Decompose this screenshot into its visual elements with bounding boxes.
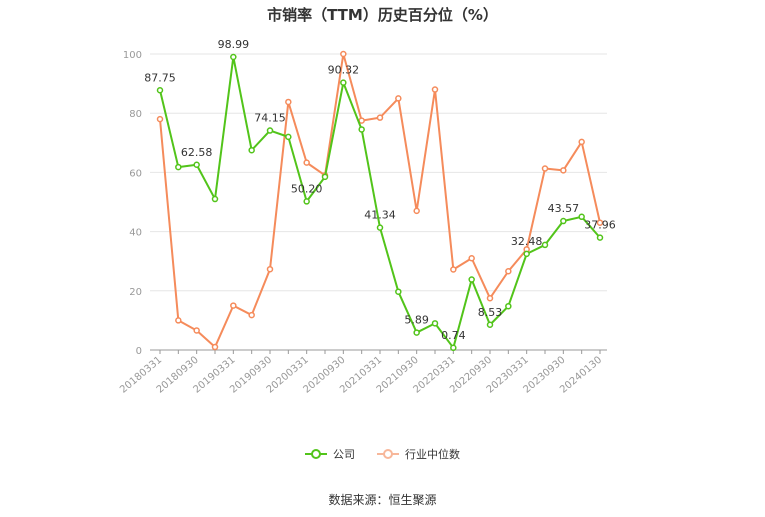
y-tick-label: 100 bbox=[123, 50, 142, 61]
y-tick-label: 40 bbox=[129, 228, 142, 239]
company-data-point bbox=[505, 302, 512, 310]
company-data-point bbox=[266, 127, 274, 134]
data-label: 87.75 bbox=[144, 71, 176, 84]
company-series-line bbox=[159, 55, 601, 349]
data-label: 62.58 bbox=[181, 146, 213, 159]
company-data-point bbox=[175, 163, 182, 171]
data-label: 32.48 bbox=[511, 235, 543, 248]
legend-item-company[interactable]: 公司 bbox=[305, 446, 355, 462]
company-data-point bbox=[560, 217, 567, 225]
industry-median-data-point bbox=[450, 266, 457, 273]
data-label: 50.20 bbox=[291, 182, 323, 195]
industry-median-data-point bbox=[395, 95, 402, 102]
data-source: 数据来源：恒生聚源 bbox=[328, 493, 437, 507]
company-data-point bbox=[413, 329, 420, 336]
company-data-point bbox=[230, 53, 237, 61]
industry-median-data-point bbox=[578, 138, 585, 146]
data-label: 43.57 bbox=[548, 202, 580, 215]
industry-median-data-point bbox=[193, 327, 200, 334]
industry-median-data-point bbox=[505, 268, 512, 275]
industry-median-data-point bbox=[340, 50, 347, 58]
legend-label-company: 公司 bbox=[333, 448, 355, 461]
company-data-point bbox=[321, 173, 329, 181]
company-data-point bbox=[303, 198, 310, 205]
y-tick-label: 80 bbox=[129, 109, 142, 120]
industry-median-data-point bbox=[541, 165, 549, 172]
data-label: 74.15 bbox=[254, 112, 286, 125]
data-label: 0.74 bbox=[441, 329, 466, 342]
data-label: 98.99 bbox=[218, 38, 250, 51]
company-data-point bbox=[395, 288, 402, 295]
data-label: 37.96 bbox=[584, 219, 616, 232]
company-data-point bbox=[358, 126, 365, 133]
data-label: 8.53 bbox=[478, 306, 503, 319]
company-data-point bbox=[340, 79, 347, 86]
company-data-point bbox=[376, 224, 384, 231]
industry-median-data-point bbox=[175, 317, 182, 324]
industry-median-data-point bbox=[248, 311, 255, 319]
industry-median-data-point bbox=[285, 98, 292, 106]
industry-median-data-point bbox=[376, 114, 384, 121]
company-data-point bbox=[211, 195, 219, 203]
industry-median-data-point bbox=[468, 254, 475, 262]
industry-median-data-point bbox=[560, 167, 567, 174]
company-data-point bbox=[193, 161, 200, 169]
company-data-point bbox=[541, 241, 549, 249]
legend-label-industry-median: 行业中位数 bbox=[405, 448, 460, 461]
company-data-point bbox=[156, 87, 164, 94]
industry-median-data-point bbox=[211, 343, 219, 351]
legend-swatch-company bbox=[305, 448, 327, 460]
company-data-point bbox=[285, 133, 292, 141]
industry-median-data-point bbox=[156, 115, 164, 123]
company-data-point bbox=[596, 234, 604, 241]
industry-median-series-line bbox=[159, 53, 601, 349]
industry-median-data-point bbox=[230, 302, 237, 309]
industry-median-data-point bbox=[303, 159, 310, 166]
y-tick-label: 60 bbox=[129, 168, 142, 179]
data-label: 5.89 bbox=[404, 314, 429, 327]
data-label: 90.32 bbox=[328, 64, 360, 77]
y-tick-label: 20 bbox=[129, 287, 142, 298]
company-data-point bbox=[523, 250, 530, 258]
chart-title: 市销率（TTM）历史百分位（%） bbox=[267, 6, 498, 24]
line-chart: 0204060801002018033120180930201903312019… bbox=[118, 38, 616, 396]
industry-median-data-point bbox=[413, 207, 420, 215]
industry-median-data-point bbox=[266, 265, 274, 273]
company-data-point bbox=[450, 344, 457, 352]
industry-median-data-point bbox=[431, 86, 439, 93]
legend-swatch-industry-median bbox=[377, 448, 399, 460]
y-tick-label: 0 bbox=[136, 346, 142, 357]
company-data-point bbox=[431, 320, 439, 327]
data-label: 41.34 bbox=[364, 209, 396, 222]
industry-median-data-point bbox=[596, 219, 604, 226]
company-data-point bbox=[468, 276, 475, 283]
company-data-point bbox=[248, 146, 255, 154]
chart-legend: 公司 行业中位数 bbox=[0, 446, 765, 462]
company-data-point bbox=[486, 321, 494, 329]
legend-item-industry-median[interactable]: 行业中位数 bbox=[377, 446, 460, 462]
company-data-point bbox=[578, 213, 585, 221]
industry-median-data-point bbox=[486, 294, 494, 302]
